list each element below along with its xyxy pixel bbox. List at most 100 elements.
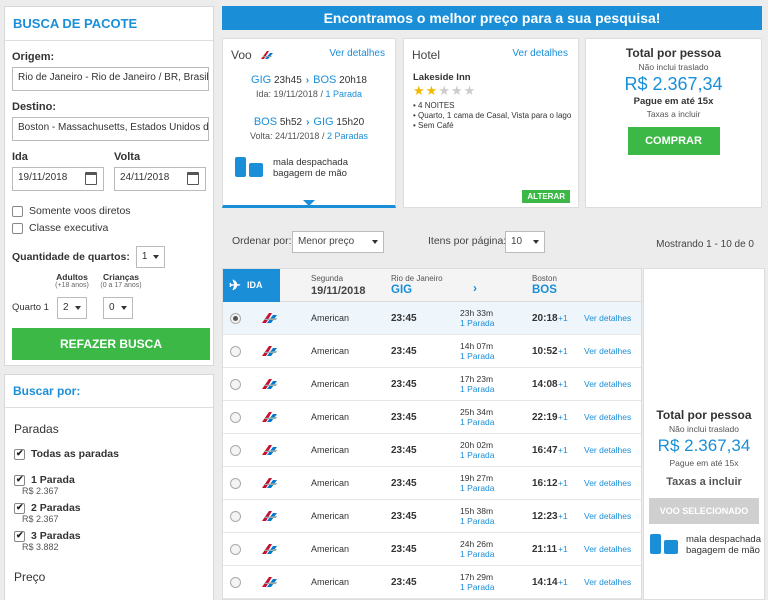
destination-input[interactable]: Boston - Massachusetts, Estados Unidos d… — [12, 117, 209, 141]
sort-select[interactable]: Menor preço — [292, 231, 384, 253]
american-airlines-logo-icon — [262, 478, 277, 488]
stops-link[interactable]: 1 Parada — [460, 483, 495, 493]
stop-label: 2 Paradas — [31, 502, 81, 514]
hotel-feature-item: Sem Café — [413, 121, 571, 131]
flight-details-link[interactable]: Ver detalhes — [584, 511, 632, 521]
flight-radio[interactable] — [230, 511, 241, 522]
comprar-button[interactable]: COMPRAR — [627, 127, 720, 155]
children-label: Crianças — [103, 272, 139, 282]
filter-all-stops[interactable]: Todas as paradas — [14, 448, 213, 460]
adults-select[interactable]: 2 — [57, 297, 87, 319]
stops-link[interactable]: 1 Parada — [460, 549, 495, 559]
chevron-right-icon: › — [305, 75, 310, 86]
chevron-down-icon — [533, 240, 539, 244]
stops-link[interactable]: 1 Parada — [460, 516, 495, 526]
right-checked-bag-label: mala despachada — [686, 534, 761, 545]
flight-row[interactable]: American 23:45 24h 26m 1 Parada 21:11 +1 Ver d… — [223, 533, 641, 566]
rooms-select[interactable]: 1 — [135, 246, 165, 268]
outbound-flight-sub: Ida: 19/11/2018 / 1 Parada — [256, 89, 362, 99]
flight-row[interactable]: American 23:45 17h 23m 1 Parada 14:08 +1 Ver d… — [223, 368, 641, 401]
ida-date-input[interactable]: 19/11/2018 — [12, 167, 104, 191]
stops-link[interactable]: 1 Parada — [460, 450, 495, 460]
next-day-indicator: +1 — [558, 313, 568, 323]
flight-radio[interactable] — [230, 544, 241, 555]
flight-details-link[interactable]: Ver detalhes — [584, 577, 632, 587]
alterar-button[interactable]: ALTERAR — [522, 190, 570, 203]
chevron-down-icon — [121, 306, 127, 310]
volta-date-value: 24/11/2018 — [120, 172, 170, 183]
flight-row[interactable]: American 23:45 15h 38m 1 Parada 12:23 +1 Ver d… — [223, 500, 641, 533]
children-value: 0 — [109, 302, 115, 313]
right-carry-on-label: bagagem de mão — [686, 545, 760, 556]
stops-link[interactable]: 1 Parada — [460, 384, 495, 394]
origin-input[interactable]: Rio de Janeiro - Rio de Janeiro / BR, Br… — [12, 67, 209, 91]
filter-stop-row[interactable]: 2 Paradas — [14, 502, 213, 514]
flight-details-link[interactable]: Ver detalhes — [584, 313, 632, 323]
flight-details-link[interactable]: Ver detalhes — [584, 544, 632, 554]
all-stops-checkbox[interactable] — [14, 448, 25, 460]
flight-row[interactable]: American 23:45 20h 02m 1 Parada 16:47 +1 Ver d… — [223, 434, 641, 467]
next-day-indicator: +1 — [558, 346, 568, 356]
calendar-icon[interactable] — [187, 172, 199, 185]
voo-selecionado-button[interactable]: VOO SELECIONADO — [649, 498, 759, 524]
next-day-indicator: +1 — [558, 511, 568, 521]
flight-radio[interactable] — [230, 313, 241, 324]
right-installments: Pague em até 15x — [669, 458, 739, 468]
calendar-icon[interactable] — [85, 172, 97, 185]
flight-details-link[interactable]: Ver detalhes — [584, 379, 632, 389]
stops-link[interactable]: 1 Parada — [460, 351, 495, 361]
destination-label: Destino: — [12, 101, 56, 113]
search-title: BUSCA DE PACOTE — [5, 7, 213, 41]
flight-details-link[interactable]: Ver detalhes — [584, 412, 632, 422]
flight-details-link[interactable]: Ver detalhes — [584, 346, 632, 356]
search-panel: BUSCA DE PACOTE Origem: Rio de Janeiro -… — [4, 6, 214, 366]
flight-radio[interactable] — [230, 577, 241, 588]
total-installments: Pague em até 15x — [633, 96, 714, 107]
flight-row[interactable]: American 23:45 25h 34m 1 Parada 22:19 +1 Ver d… — [223, 401, 641, 434]
stops-link[interactable]: 1 Parada — [460, 318, 495, 328]
flight-row[interactable]: American 23:45 23h 33m 1 Parada 20:18 +1 Ver d… — [223, 302, 641, 335]
filter-stop-row[interactable]: 1 Parada — [14, 474, 213, 486]
american-airlines-logo-icon — [262, 346, 277, 356]
flight-duration: 23h 33m — [460, 308, 494, 318]
children-select[interactable]: 0 — [103, 297, 133, 319]
flight-radio[interactable] — [230, 346, 241, 357]
ret-date: 24/11/2018 — [275, 131, 320, 141]
flight-row[interactable]: American 23:45 19h 27m 1 Parada 16:12 +1 Ver d… — [223, 467, 641, 500]
arrival-time: 16:47 — [532, 445, 558, 456]
stops-link[interactable]: 1 Parada — [460, 417, 495, 427]
volta-date-input[interactable]: 24/11/2018 — [114, 167, 206, 191]
flight-radio[interactable] — [230, 412, 241, 423]
executive-class-checkbox[interactable] — [12, 222, 23, 234]
flight-radio[interactable] — [230, 445, 241, 456]
hotel-details-link[interactable]: Ver detalhes — [512, 48, 568, 59]
out-stops-link[interactable]: 1 Parada — [325, 89, 362, 99]
flight-radio[interactable] — [230, 478, 241, 489]
flight-details-link[interactable]: Ver detalhes — [584, 478, 632, 488]
stop-checkbox[interactable] — [14, 530, 25, 542]
right-taxes: Taxas a incluir — [666, 476, 742, 488]
header-from-code: GIG — [391, 284, 413, 296]
direct-flights-checkbox[interactable] — [12, 205, 23, 217]
flight-row[interactable]: American 23:45 17h 29m 1 Parada 14:14 +1 Ver d… — [223, 566, 641, 599]
flight-details-link[interactable]: Ver detalhes — [329, 48, 385, 59]
stop-checkbox[interactable] — [14, 502, 25, 514]
direct-flights-option[interactable]: Somente voos diretos — [12, 205, 213, 217]
stops-link[interactable]: 1 Parada — [460, 582, 495, 592]
stop-checkbox[interactable] — [14, 474, 25, 486]
executive-class-option[interactable]: Classe executiva — [12, 222, 213, 234]
departure-time: 23:45 — [391, 313, 417, 324]
flight-radio[interactable] — [230, 379, 241, 390]
departure-time: 23:45 — [391, 577, 417, 588]
flight-details-link[interactable]: Ver detalhes — [584, 445, 632, 455]
ret-stops-link[interactable]: 2 Paradas — [326, 131, 368, 141]
price-section-title: Preço — [14, 570, 46, 584]
per-page-select[interactable]: 10 — [505, 231, 545, 253]
flight-row[interactable]: American 23:45 14h 07m 1 Parada 10:52 +1 Ver d… — [223, 335, 641, 368]
filter-stop-row[interactable]: 3 Paradas — [14, 530, 213, 542]
refazer-busca-button[interactable]: REFAZER BUSCA — [12, 328, 210, 360]
airline-name: American — [311, 346, 350, 356]
